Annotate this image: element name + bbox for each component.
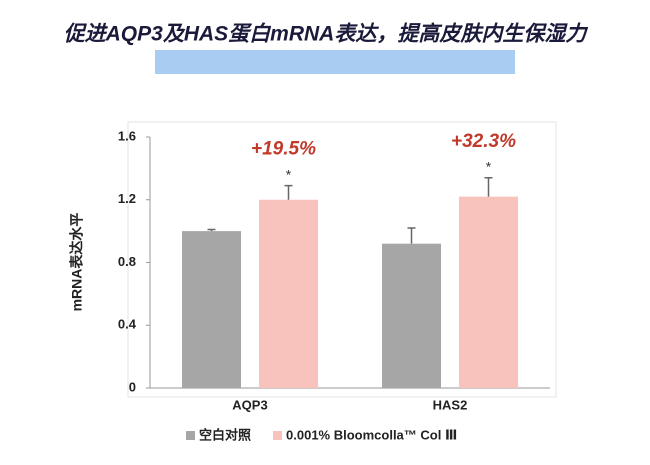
y-tick-label: 0.4 <box>118 317 137 332</box>
bar <box>182 231 241 388</box>
error-bar <box>407 227 416 244</box>
significance-mark: * <box>286 166 292 182</box>
bar <box>382 243 441 388</box>
y-tick-label: 1.6 <box>118 128 136 143</box>
x-tick-label: AQP3 <box>232 397 267 412</box>
y-tick-label: 1.2 <box>118 191 136 206</box>
legend-label: 空白对照 <box>199 427 251 442</box>
annotation: +19.5% <box>251 139 316 160</box>
significance-mark: * <box>486 158 492 174</box>
chart-title: 促进AQP3及HAS蛋白mRNA表达，提高皮肤内生保湿力 <box>64 22 589 46</box>
legend-swatch <box>186 431 195 440</box>
error-bar <box>284 184 293 200</box>
x-tick-label: HAS2 <box>433 397 468 412</box>
annotation: +32.3% <box>451 131 516 152</box>
error-bar <box>207 228 216 232</box>
legend-swatch <box>273 431 283 440</box>
plot-frame <box>127 121 557 398</box>
y-tick-label: 0 <box>129 379 136 394</box>
bar <box>459 196 518 388</box>
y-axis-label: mRNA表达水平 <box>69 213 85 312</box>
bar <box>259 199 318 388</box>
legend-label: 0.001% Bloomcolla™ Col Ⅲ <box>286 427 457 442</box>
title-band <box>155 50 515 74</box>
error-bar <box>484 177 493 197</box>
y-tick-label: 0.8 <box>118 254 136 269</box>
